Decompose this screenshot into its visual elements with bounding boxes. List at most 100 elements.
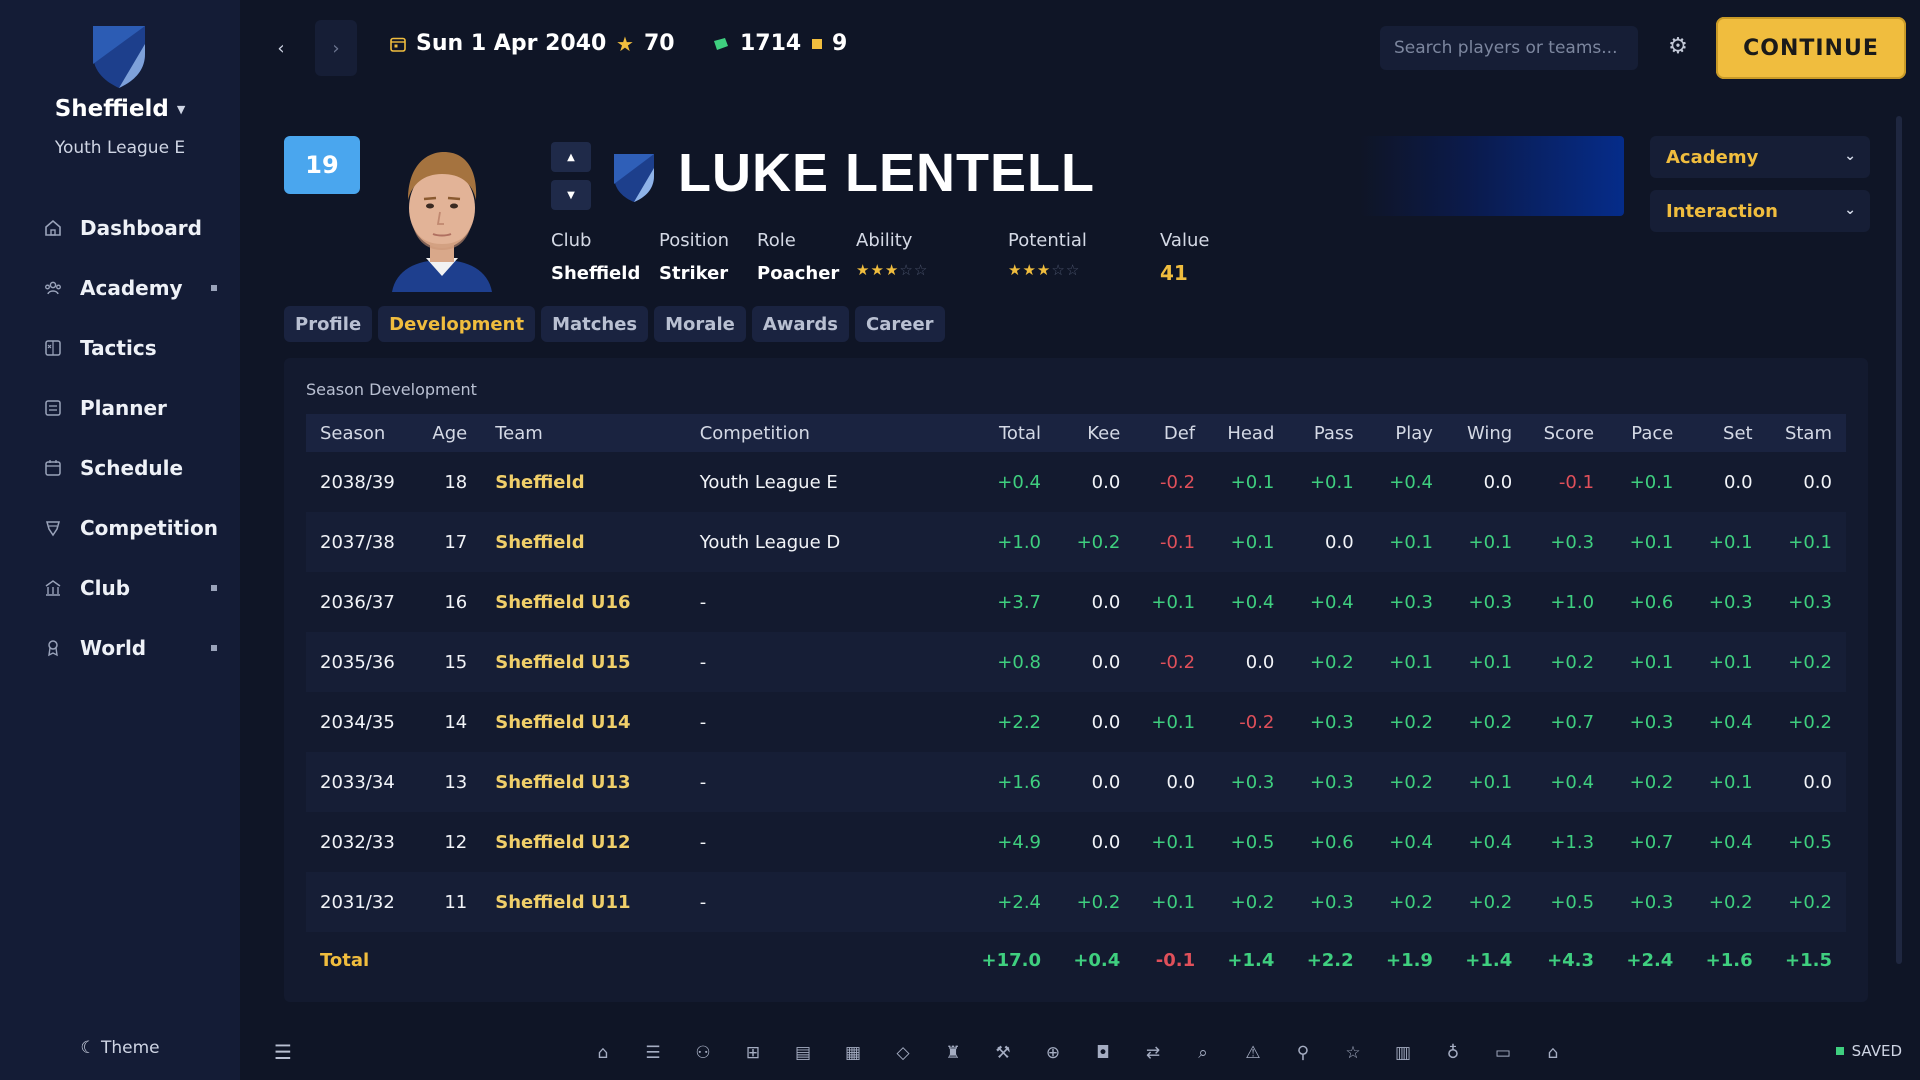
trophy-cup-icon[interactable]: ♜ xyxy=(945,1043,961,1063)
team-link[interactable]: Sheffield xyxy=(495,531,585,553)
team-link[interactable]: Sheffield U12 xyxy=(495,831,631,853)
forward-arrow-icon[interactable]: › xyxy=(315,20,357,76)
column-header[interactable]: Set xyxy=(1723,422,1753,444)
stat-cell: +0.4 xyxy=(997,471,1042,493)
stat-cell: +0.1 xyxy=(1468,531,1513,553)
stat-cell: +0.1 xyxy=(1708,531,1753,553)
tab-awards[interactable]: Awards xyxy=(751,306,850,342)
stat-cell: 0.0 xyxy=(1091,831,1121,853)
player-value: 41 xyxy=(1160,261,1188,285)
club-banner xyxy=(1360,136,1624,216)
calendar-icon[interactable]: ▦ xyxy=(844,1043,862,1063)
tab-profile[interactable]: Profile xyxy=(284,306,373,342)
search-placeholder: Search players or teams... xyxy=(1394,38,1618,58)
sidebar-item-academy[interactable]: Academy xyxy=(0,258,240,318)
medical-icon[interactable]: ⊕ xyxy=(1045,1043,1061,1063)
stat-cell: 0.0 xyxy=(1483,471,1513,493)
total-row: Total +17.0 +0.4 -0.1 +1.4 +2.2 +1.9 +1.4 +4.3 +2… xyxy=(306,932,1846,988)
stat-cell: +0.1 xyxy=(1389,651,1433,673)
sidebar-item-competition[interactable]: Competition xyxy=(0,498,240,558)
table-header-row: Season Age Team Competition Total Kee Def Head P… xyxy=(306,414,1846,452)
column-header[interactable]: Kee xyxy=(1087,422,1121,444)
sidebar-item-world[interactable]: World xyxy=(0,618,240,678)
people-icon[interactable]: ⚇ xyxy=(695,1043,711,1063)
interaction-dropdown[interactable]: Interaction ⌄ xyxy=(1650,190,1870,232)
column-header[interactable]: Def xyxy=(1163,422,1196,444)
column-header[interactable]: Play xyxy=(1395,422,1433,444)
sidebar-item-club[interactable]: Club xyxy=(0,558,240,618)
column-header[interactable]: Wing xyxy=(1466,422,1513,444)
bottom-shortcuts: ⌂ ☰ ⚇ ⊞ ▤ ▦ ◇ ♜ ⚒ ⊕ ◘ ⇄ ⌕ ⚠ ⚲ ☆ ▥ ♁ ▭ ⌂ xyxy=(578,1042,1578,1064)
star-filled-icon: ★ xyxy=(1036,261,1052,279)
total-cell: -0.1 xyxy=(1155,949,1196,971)
dropdown-label: Academy xyxy=(1666,146,1759,168)
theme-toggle[interactable]: ☾ Theme xyxy=(0,1038,240,1058)
column-header[interactable]: Age xyxy=(432,422,468,444)
total-cell: +4.3 xyxy=(1547,949,1595,971)
column-header[interactable]: Score xyxy=(1543,422,1595,444)
info-value: Poacher xyxy=(757,263,840,284)
scrollbar[interactable] xyxy=(1896,116,1902,964)
transfer-icon[interactable]: ⇄ xyxy=(1145,1043,1161,1063)
team-link[interactable]: Sheffield U15 xyxy=(495,651,631,673)
previous-player-button[interactable]: ▲ xyxy=(551,142,591,172)
stat-cell: +3.7 xyxy=(997,591,1042,613)
academy-dropdown[interactable]: Academy ⌄ xyxy=(1650,136,1870,178)
network-icon[interactable]: ⚲ xyxy=(1296,1043,1310,1063)
column-header[interactable]: Total xyxy=(998,422,1042,444)
trophy-icon[interactable]: ◇ xyxy=(896,1043,910,1063)
award-icon[interactable]: ♁ xyxy=(1446,1043,1460,1063)
building-icon[interactable]: ⌂ xyxy=(1547,1043,1559,1063)
column-header[interactable]: Pass xyxy=(1313,422,1354,444)
camera-icon[interactable]: ◘ xyxy=(1096,1043,1110,1063)
scout-search-icon[interactable]: ⌕ xyxy=(1198,1043,1208,1063)
team-link[interactable]: Sheffield xyxy=(495,471,585,493)
column-header[interactable]: Stam xyxy=(1784,422,1832,444)
folder-icon[interactable]: ▭ xyxy=(1494,1043,1512,1063)
season-cell: 2035/36 xyxy=(320,651,395,673)
club-crest-icon[interactable] xyxy=(90,24,148,90)
sidebar-item-dashboard[interactable]: Dashboard xyxy=(0,198,240,258)
sidebar-item-tactics[interactable]: Tactics xyxy=(0,318,240,378)
notification-dot xyxy=(211,285,217,291)
club-league: Youth League E xyxy=(54,138,186,158)
next-player-button[interactable]: ▼ xyxy=(551,180,591,210)
competition-cell: Youth League D xyxy=(699,531,841,553)
star-icon[interactable]: ☆ xyxy=(1345,1043,1361,1063)
stat-cell: 0.0 xyxy=(1091,651,1121,673)
stat-cell: +0.3 xyxy=(1468,591,1513,613)
stats-chart-icon[interactable]: ▥ xyxy=(1394,1043,1412,1063)
sidebar-item-planner[interactable]: Planner xyxy=(0,378,240,438)
column-header[interactable]: Pace xyxy=(1631,422,1674,444)
club-crest-icon xyxy=(614,154,654,202)
tab-development[interactable]: Development xyxy=(378,306,536,342)
gear-icon[interactable]: ⚙ xyxy=(1668,33,1688,59)
tactics-board-icon[interactable]: ⊞ xyxy=(745,1043,761,1063)
planner-icon[interactable]: ▤ xyxy=(794,1043,812,1063)
team-link[interactable]: Sheffield U16 xyxy=(495,591,631,613)
money-value: 1714 xyxy=(740,31,802,56)
info-label: Position xyxy=(659,230,730,251)
age-cell: 18 xyxy=(444,471,468,493)
news-icon[interactable]: ☰ xyxy=(645,1043,661,1063)
continue-button[interactable]: CONTINUE xyxy=(1716,17,1906,79)
column-header[interactable]: Season xyxy=(320,422,386,444)
tab-matches[interactable]: Matches xyxy=(541,306,649,342)
warning-icon[interactable]: ⚠ xyxy=(1245,1043,1261,1063)
team-link[interactable]: Sheffield U14 xyxy=(495,711,631,733)
tools-icon[interactable]: ⚒ xyxy=(995,1043,1011,1063)
home-icon[interactable]: ⌂ xyxy=(597,1043,609,1063)
menu-icon[interactable]: ☰ xyxy=(274,1040,292,1064)
tab-career[interactable]: Career xyxy=(855,306,945,342)
team-link[interactable]: Sheffield U11 xyxy=(495,891,631,913)
back-arrow-icon[interactable]: ‹ xyxy=(277,37,285,59)
sidebar-item-schedule[interactable]: Schedule xyxy=(0,438,240,498)
club-name[interactable]: Sheffield ▼ xyxy=(0,96,240,122)
column-header[interactable]: Team xyxy=(495,422,543,444)
column-header[interactable]: Competition xyxy=(699,422,810,444)
moon-icon: ☾ xyxy=(80,1038,96,1058)
team-link[interactable]: Sheffield U13 xyxy=(495,771,631,793)
column-header[interactable]: Head xyxy=(1227,422,1275,444)
tab-morale[interactable]: Morale xyxy=(654,306,746,342)
search-input[interactable]: Search players or teams... xyxy=(1380,26,1638,70)
